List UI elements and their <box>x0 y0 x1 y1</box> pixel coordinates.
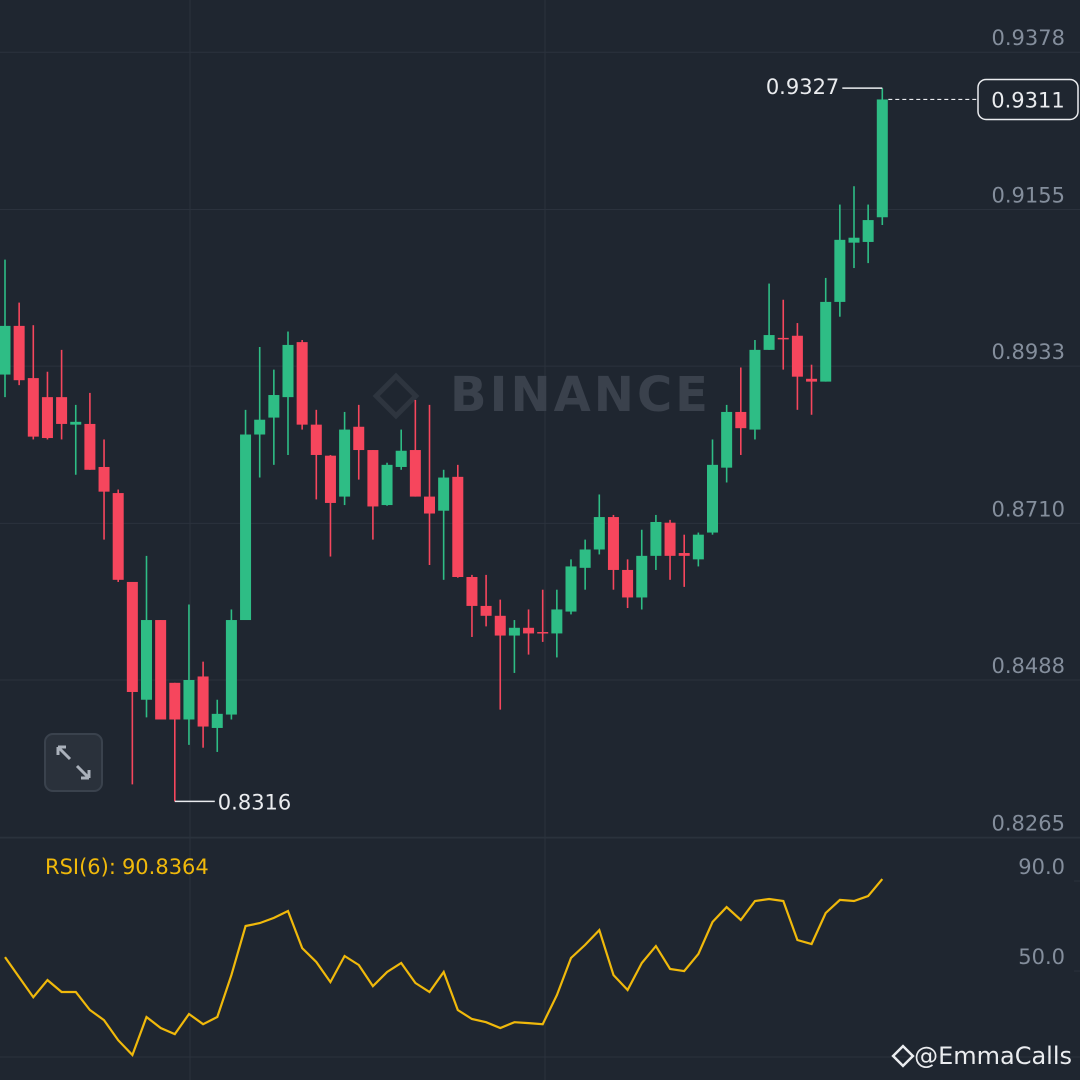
candle-body <box>155 620 167 720</box>
candle-body <box>508 627 520 636</box>
candle-body <box>282 344 294 398</box>
candle-body <box>721 411 733 468</box>
candle-body <box>537 632 549 634</box>
candle-body <box>183 679 195 720</box>
candle-body <box>56 397 68 424</box>
y-tick-label: 0.8265 <box>992 811 1065 835</box>
candle-body <box>862 220 874 242</box>
candle-body <box>353 426 365 451</box>
candle-body <box>324 455 336 503</box>
candle-body <box>240 434 252 621</box>
expand-icon <box>56 745 91 780</box>
candle-body <box>310 424 322 455</box>
candle-body <box>622 569 634 598</box>
candle-body <box>254 419 266 435</box>
candle-body <box>367 450 379 507</box>
candle-body <box>523 627 535 634</box>
low-label: 0.8316 <box>218 790 291 814</box>
y-tick-label: 0.8710 <box>992 497 1065 521</box>
rsi-tick-label: 50.0 <box>1018 945 1065 969</box>
candle-body <box>225 620 237 715</box>
candle-body <box>494 615 506 636</box>
candle-body <box>438 477 450 511</box>
candle-body <box>607 517 619 570</box>
rsi-line <box>4 878 884 1058</box>
candle-body <box>777 337 789 340</box>
candle-body <box>820 301 832 382</box>
candle-body <box>268 395 280 418</box>
candle-body <box>98 466 110 492</box>
credit: @EmmaCalls <box>914 1042 1072 1070</box>
price-box <box>977 78 1079 121</box>
candle-body <box>424 496 435 514</box>
credit-logo <box>891 1044 915 1068</box>
candle-body <box>650 521 662 556</box>
candle-body <box>296 342 308 425</box>
rsi-tick-label: 90.0 <box>1018 855 1065 879</box>
candle-body <box>678 553 690 556</box>
candle-body <box>452 476 464 578</box>
candle-body <box>707 464 718 533</box>
candle-body <box>197 676 209 727</box>
candle-body <box>339 429 351 497</box>
candle-body <box>409 450 421 497</box>
watermark-logo <box>372 372 420 420</box>
candle-body <box>791 335 803 377</box>
watermark: BINANCE <box>450 367 711 423</box>
candle-body <box>692 534 704 560</box>
price-label: 0.9311 <box>991 88 1064 112</box>
candle-body <box>551 609 563 634</box>
rsi-label: RSI(6): 90.8364 <box>45 855 209 879</box>
candle-body <box>381 464 393 506</box>
candle-body <box>126 581 138 692</box>
candle-body <box>848 237 860 243</box>
rsi-value: 90.8364 <box>122 855 209 879</box>
candle-body <box>466 577 478 606</box>
candle-body <box>876 99 888 218</box>
candle-body <box>112 493 124 580</box>
y-tick-label: 0.9378 <box>992 26 1065 50</box>
candle-body <box>806 378 818 382</box>
candle-body <box>395 450 407 467</box>
candle-body <box>480 605 492 616</box>
rsi-name: RSI(6): <box>45 855 116 879</box>
y-tick-label: 0.8933 <box>992 340 1065 364</box>
candle-body <box>579 549 591 568</box>
candle-body <box>27 378 39 437</box>
candle-body <box>664 522 676 556</box>
candle-body <box>13 325 25 381</box>
candle-body <box>749 349 761 430</box>
candle-body <box>735 411 747 429</box>
y-tick-label: 0.9155 <box>992 184 1065 208</box>
candle-body <box>593 517 605 550</box>
y-tick-label: 0.8488 <box>992 654 1065 678</box>
candle-body <box>141 620 152 700</box>
candle-body <box>169 682 181 720</box>
candle-body <box>0 325 11 375</box>
candle-body <box>636 555 648 598</box>
candle-body <box>211 713 223 728</box>
candle-body <box>565 566 577 612</box>
expand-button[interactable] <box>44 733 103 792</box>
high-label: 0.9327 <box>766 75 839 99</box>
candle-body <box>41 397 53 439</box>
candle-body <box>70 421 82 425</box>
candle-body <box>763 335 775 350</box>
candle-body <box>84 423 96 470</box>
candle-body <box>834 239 846 302</box>
